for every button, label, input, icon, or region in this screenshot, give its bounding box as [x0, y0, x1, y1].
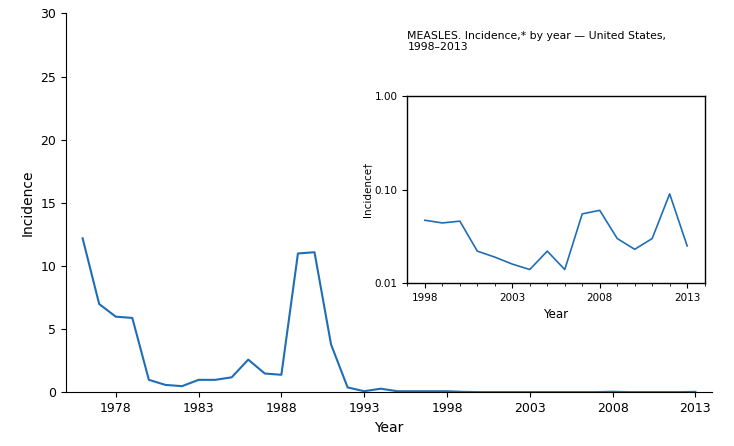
Y-axis label: Incidence: Incidence	[21, 169, 35, 236]
Text: 1998–2013: 1998–2013	[407, 42, 468, 52]
X-axis label: Year: Year	[543, 309, 569, 322]
Y-axis label: Incidence†: Incidence†	[362, 162, 372, 217]
X-axis label: Year: Year	[374, 421, 404, 435]
Text: MEASLES. Incidence,* by year — United States,: MEASLES. Incidence,* by year — United St…	[407, 31, 666, 41]
